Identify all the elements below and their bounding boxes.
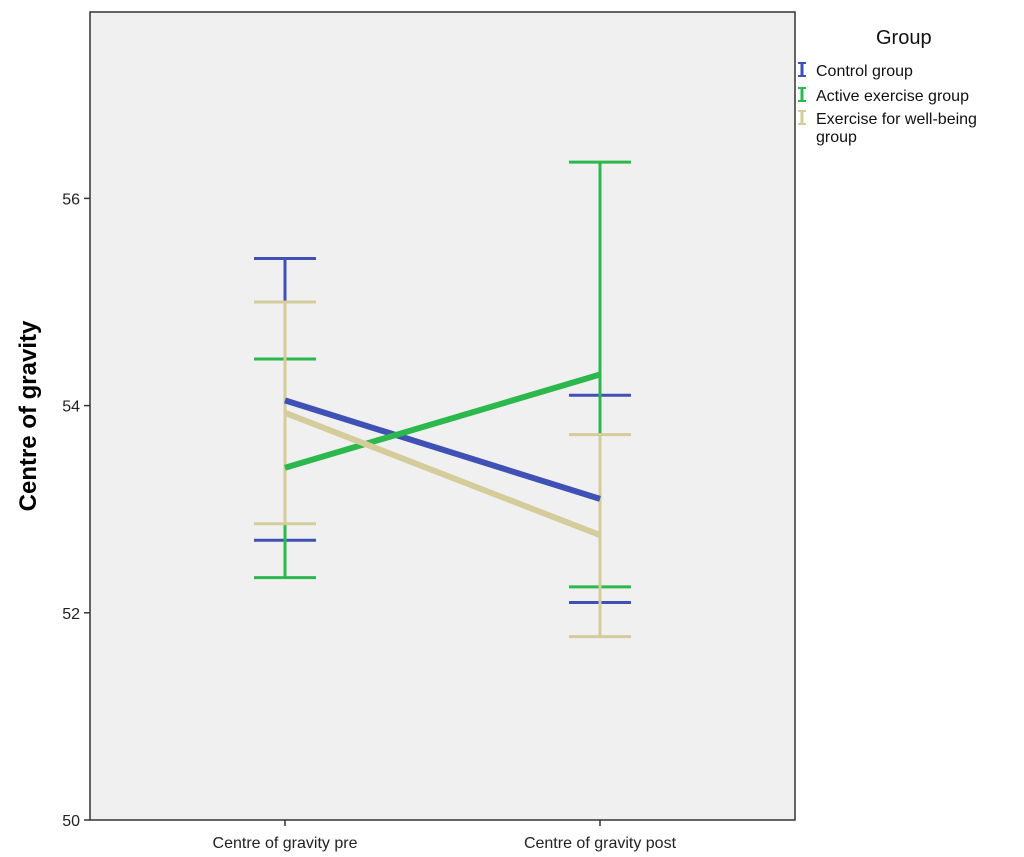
plot-area [89, 11, 796, 821]
legend-items: Control group Active exercise group Exerci… [798, 62, 977, 146]
legend-label: Active exercise group [816, 88, 969, 105]
legend-label: Control group [816, 63, 913, 80]
legend-label-line2: group [816, 129, 857, 146]
legend-label: Exercise for well-being [816, 111, 977, 128]
x-tick-label: Centre of gravity post [524, 835, 677, 852]
y-axis-ticks: 50 52 54 56 [62, 191, 90, 830]
y-tick-label: 52 [62, 606, 80, 623]
y-axis-title: Centre of gravity [15, 320, 42, 511]
series-line-3 [283, 410, 602, 538]
legend: Group Control group Active exercise group… [798, 27, 977, 146]
series-line-1 [284, 397, 601, 502]
y-tick-label: 54 [62, 399, 80, 416]
y-tick-label: 56 [62, 191, 80, 208]
y-tick-label: 50 [62, 813, 80, 830]
series-line-2 [284, 371, 601, 471]
series-layer [254, 160, 631, 639]
x-tick-label: Centre of gravity pre [213, 835, 358, 852]
legend-item: Control group [798, 62, 913, 80]
series-3 [254, 300, 631, 639]
legend-title: Group [876, 27, 932, 49]
legend-item: Active exercise group [798, 87, 969, 105]
x-axis-ticks: Centre of gravity pre Centre of gravity p… [213, 820, 677, 852]
